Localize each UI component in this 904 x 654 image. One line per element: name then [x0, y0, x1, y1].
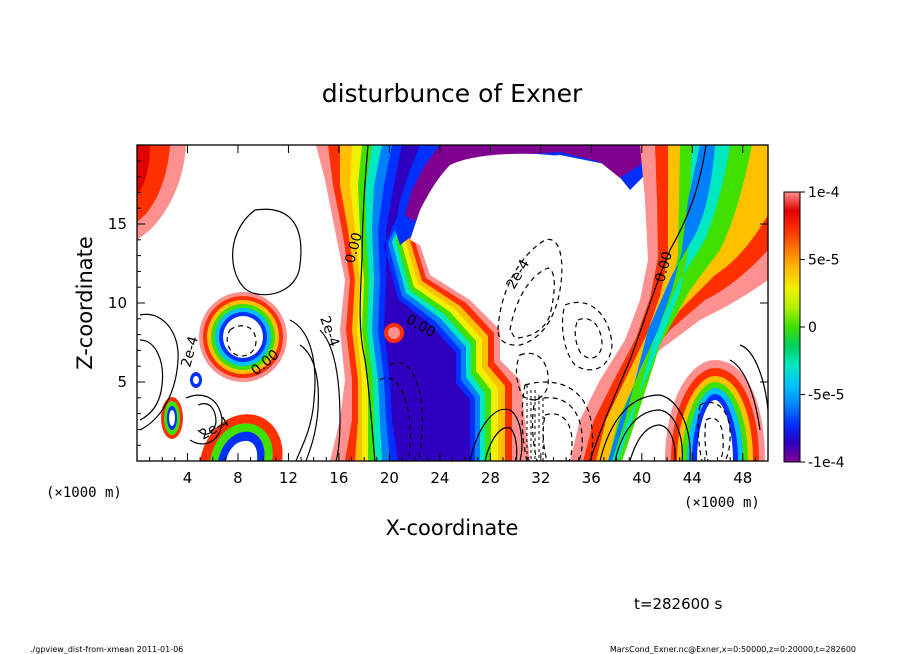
plot-area: [137, 145, 768, 461]
time-label: t=282600 s: [634, 595, 722, 613]
band-top-cap: [395, 145, 660, 341]
solid-contours: [139, 145, 768, 461]
colorbar-tick-label: -1e-4: [808, 455, 845, 471]
x-axis-label: X-coordinate: [386, 516, 519, 540]
footer-left: ./gpview_dist-from-xmean 2011-01-06: [30, 645, 183, 654]
x-tick-label: 16: [329, 469, 348, 487]
y-axis-label: Z-coordinate: [73, 236, 97, 370]
x-tick-label: 48: [733, 469, 752, 487]
warm-patch-top-left: [137, 145, 186, 240]
colorbar-tick-label: 0: [808, 320, 817, 336]
colorbar-ticks: 1e-4 5e-5 0 -5e-5 -1e-4: [800, 185, 845, 471]
footer-right: MarsCond_Exner.nc@Exner,x=0:50000,z=0:20…: [610, 645, 856, 654]
colorbar-tick-label: 1e-4: [808, 185, 840, 201]
contour-label: 0.00: [652, 250, 676, 284]
x-tick-label: 20: [380, 469, 399, 487]
contour-label: 2e-4: [178, 334, 202, 369]
chart-title: disturbunce of Exner: [322, 79, 583, 108]
x-tick-label: 24: [430, 469, 449, 487]
x-tick-label: 32: [531, 469, 550, 487]
x-tick-label: 44: [683, 469, 702, 487]
x-tick-label: 4: [183, 469, 193, 487]
y-tick-label: 10: [108, 294, 127, 312]
ring-bottom-right: [665, 360, 765, 461]
warm-blob-core: [388, 327, 400, 339]
y-axis: 5 10 15: [108, 160, 768, 446]
rings-bottom-left: [161, 372, 283, 461]
band-right-limb: [570, 145, 768, 461]
x-tick-label: 40: [632, 469, 651, 487]
colorbar-tick-label: -5e-5: [808, 388, 845, 404]
ring-left: [199, 292, 287, 382]
x-tick-label: 12: [279, 469, 298, 487]
colorbar-tick-label: 5e-5: [808, 253, 839, 269]
colorbar: 1e-4 5e-5 0 -5e-5 -1e-4: [783, 185, 845, 471]
x-tick-label: 36: [582, 469, 601, 487]
x-tick-label: 8: [233, 469, 243, 487]
contour-label: 0.00: [342, 231, 366, 265]
x-axis: 4 8 12 16 20 24 28 32 36 40 44 48: [149, 145, 756, 487]
colorbar-scale: [783, 191, 801, 463]
dashed-contours: [226, 238, 731, 461]
x-unit-label: (×1000 m): [684, 495, 760, 511]
dense-dashed-contours: [526, 385, 544, 461]
y-tick-label: 15: [108, 215, 127, 233]
band-left-limb: [316, 145, 530, 461]
x-tick-label: 28: [481, 469, 500, 487]
y-tick-label: 5: [117, 373, 127, 391]
z-unit-label: (×1000 m): [46, 485, 122, 501]
